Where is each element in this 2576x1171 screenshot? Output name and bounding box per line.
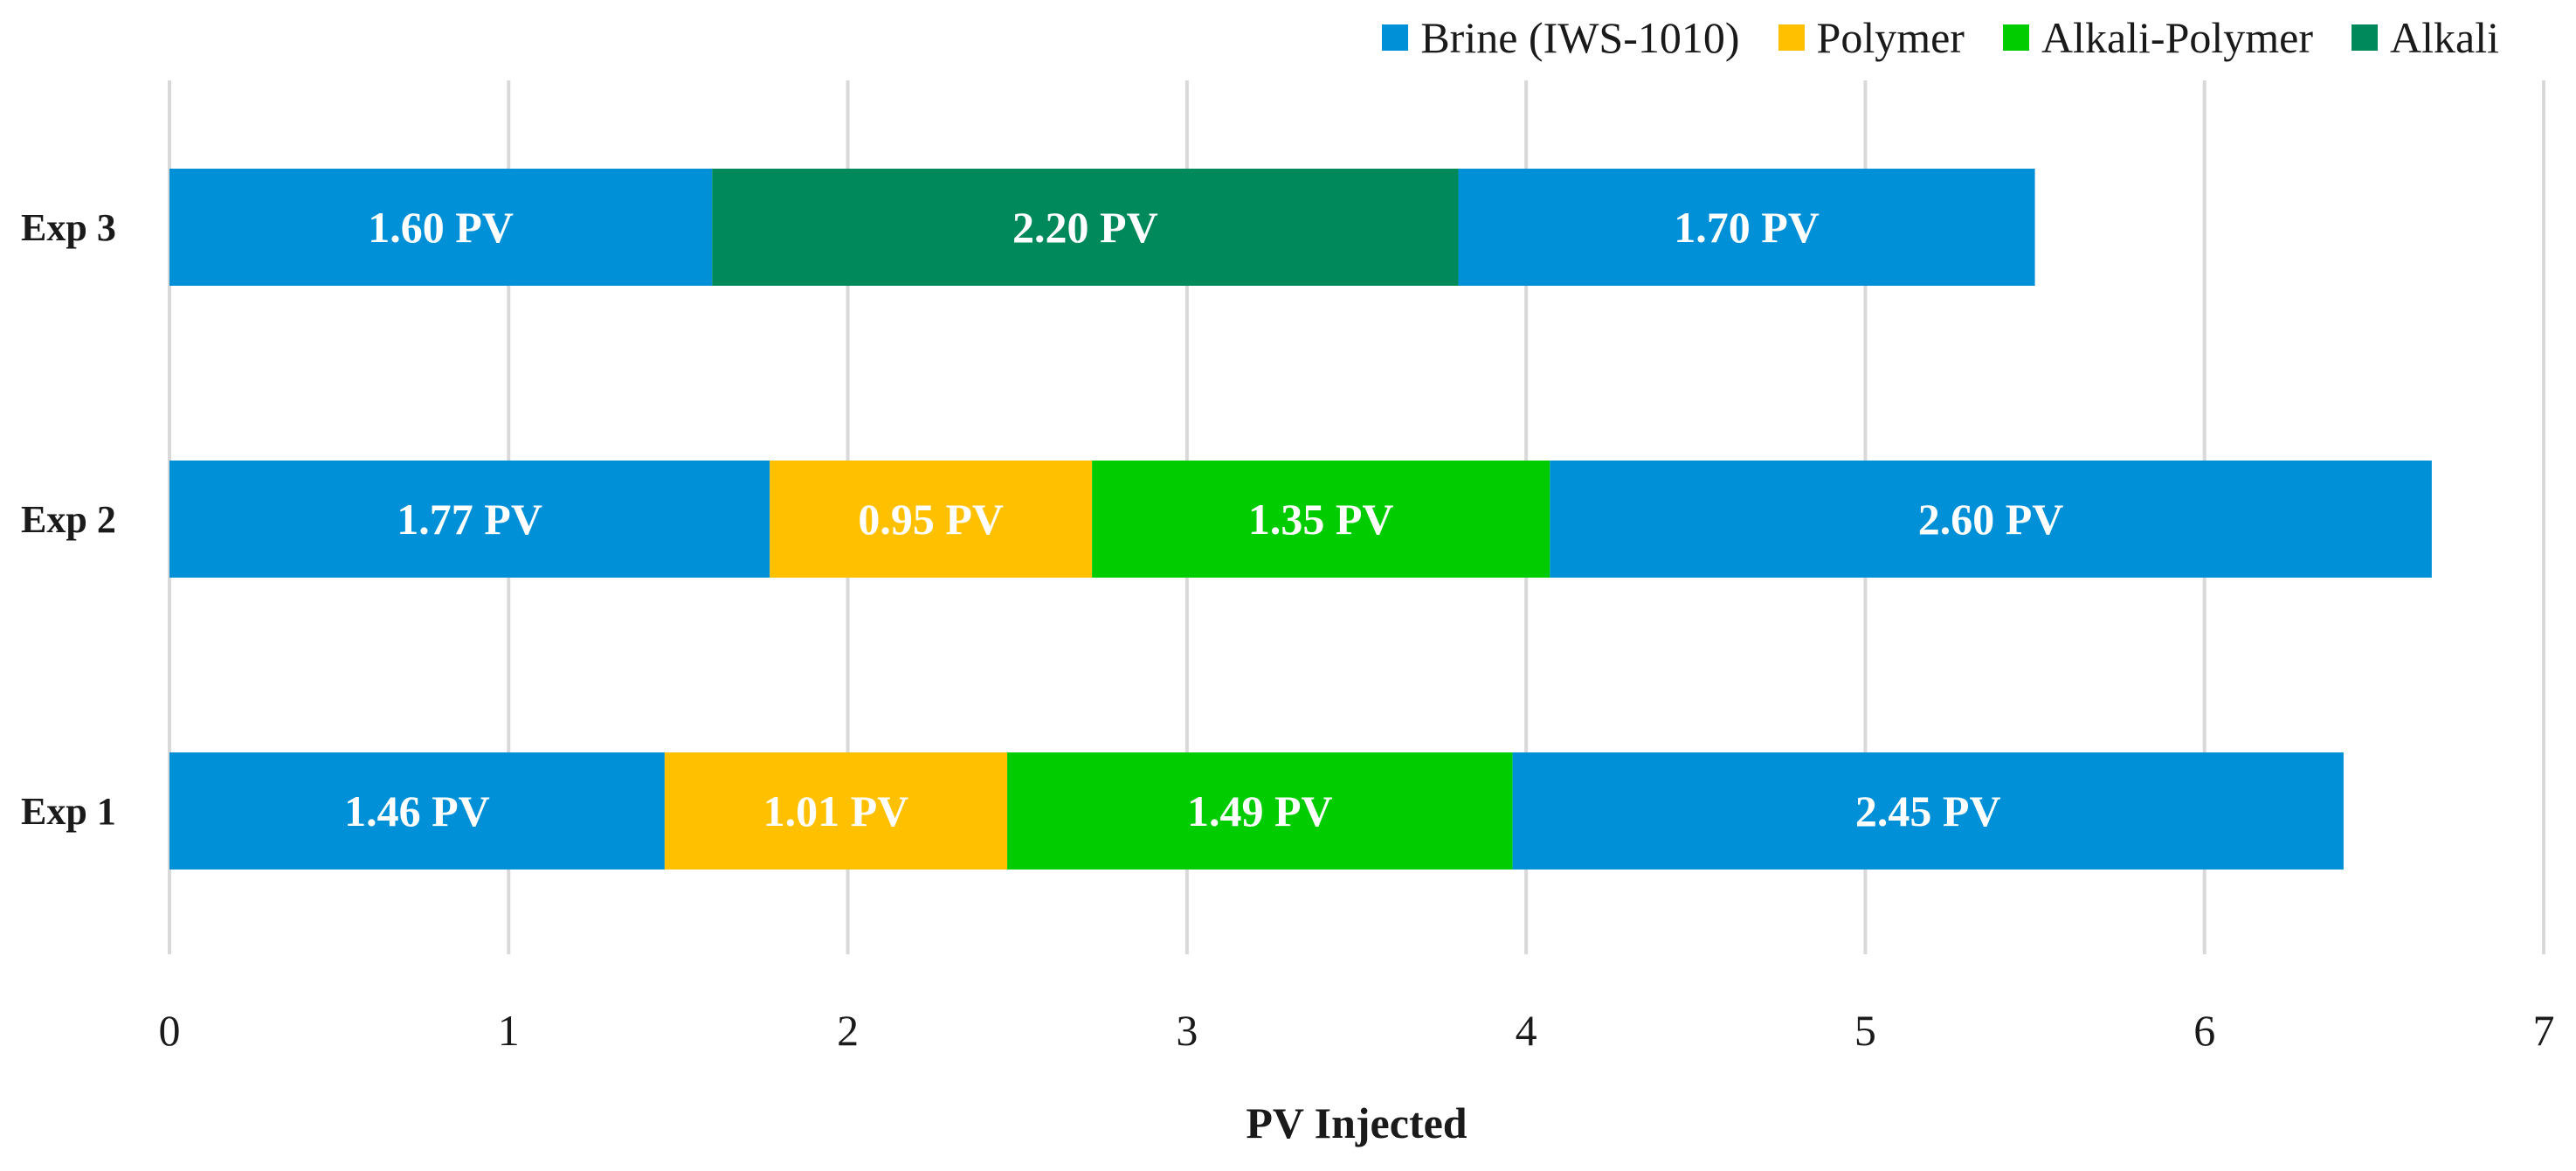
x-tick-label-0: 0 <box>159 1006 181 1055</box>
legend-swatch-alkali-polymer <box>2002 24 2029 51</box>
legend-item-alkali: Alkali <box>2352 12 2499 63</box>
category-label-exp-3: Exp 3 <box>21 206 116 249</box>
data-label-exp-3-1: 1.60 PV <box>368 203 514 252</box>
x-tick-label-7: 7 <box>2533 1006 2555 1055</box>
bar-segment-exp-3-1 <box>169 169 713 286</box>
x-tick-label-5: 5 <box>1854 1006 1876 1055</box>
bar-segment-exp-3-2 <box>712 169 1459 286</box>
bar-segment-exp-2-1 <box>169 461 770 578</box>
x-tick-label-2: 2 <box>837 1006 859 1055</box>
data-label-exp-1-4: 2.45 PV <box>1855 786 2001 835</box>
legend-swatch-polymer <box>1778 24 1805 51</box>
labels-layer: 0 1 2 3 4 5 6 7 Exp 3 1.60 PV 2.20 PV 1.70 PV Exp 2 1… <box>21 203 2555 1055</box>
data-label-exp-3-3: 1.70 PV <box>1674 203 1820 252</box>
x-tick-label-3: 3 <box>1176 1006 1198 1055</box>
x-tick-label-6: 6 <box>2193 1006 2215 1055</box>
legend-label-alkali-polymer: Alkali-Polymer <box>2041 13 2314 62</box>
data-label-exp-1-1: 1.46 PV <box>344 786 490 835</box>
data-label-exp-2-2: 0.95 PV <box>858 495 1004 544</box>
legend-swatch-brine <box>1382 24 1409 51</box>
data-label-exp-3-2: 2.20 PV <box>1012 203 1158 252</box>
legend-label-alkali: Alkali <box>2390 13 2499 62</box>
data-label-exp-2-1: 1.77 PV <box>397 495 542 544</box>
bar-segment-exp-1-1 <box>169 752 665 870</box>
legend-item-polymer: Polymer <box>1778 12 1965 63</box>
bar-segment-exp-2-3 <box>1092 461 1550 578</box>
bar-segment-exp-3-3 <box>1458 169 2035 286</box>
bar-segment-exp-2-4 <box>1550 461 2432 578</box>
legend-item-alkali-polymer: Alkali-Polymer <box>2002 12 2314 63</box>
x-axis-title: PV Injected <box>1246 1098 1467 1147</box>
bar-segment-exp-1-3 <box>1007 752 1513 870</box>
data-label-exp-2-3: 1.35 PV <box>1248 495 1394 544</box>
category-label-exp-2: Exp 2 <box>21 498 116 541</box>
x-tick-label-1: 1 <box>498 1006 520 1055</box>
data-label-exp-1-3: 1.49 PV <box>1187 786 1333 835</box>
bars-layer <box>169 169 2432 870</box>
legend-label-polymer: Polymer <box>1816 13 1965 62</box>
legend-item-brine: Brine (IWS-1010) <box>1382 12 1740 63</box>
data-label-exp-2-4: 2.60 PV <box>1918 495 2064 544</box>
legend-label-brine: Brine (IWS-1010) <box>1420 13 1740 62</box>
bar-segment-exp-1-2 <box>664 752 1008 870</box>
chart-legend: Brine (IWS-1010) Polymer Alkali-Polymer … <box>1382 12 2499 63</box>
bar-segment-exp-1-4 <box>1512 752 2344 870</box>
legend-swatch-alkali <box>2352 24 2379 51</box>
category-label-exp-1: Exp 1 <box>21 790 116 833</box>
data-label-exp-1-2: 1.01 PV <box>763 786 909 835</box>
x-tick-label-4: 4 <box>1516 1006 1537 1055</box>
bar-segment-exp-2-2 <box>770 461 1093 578</box>
